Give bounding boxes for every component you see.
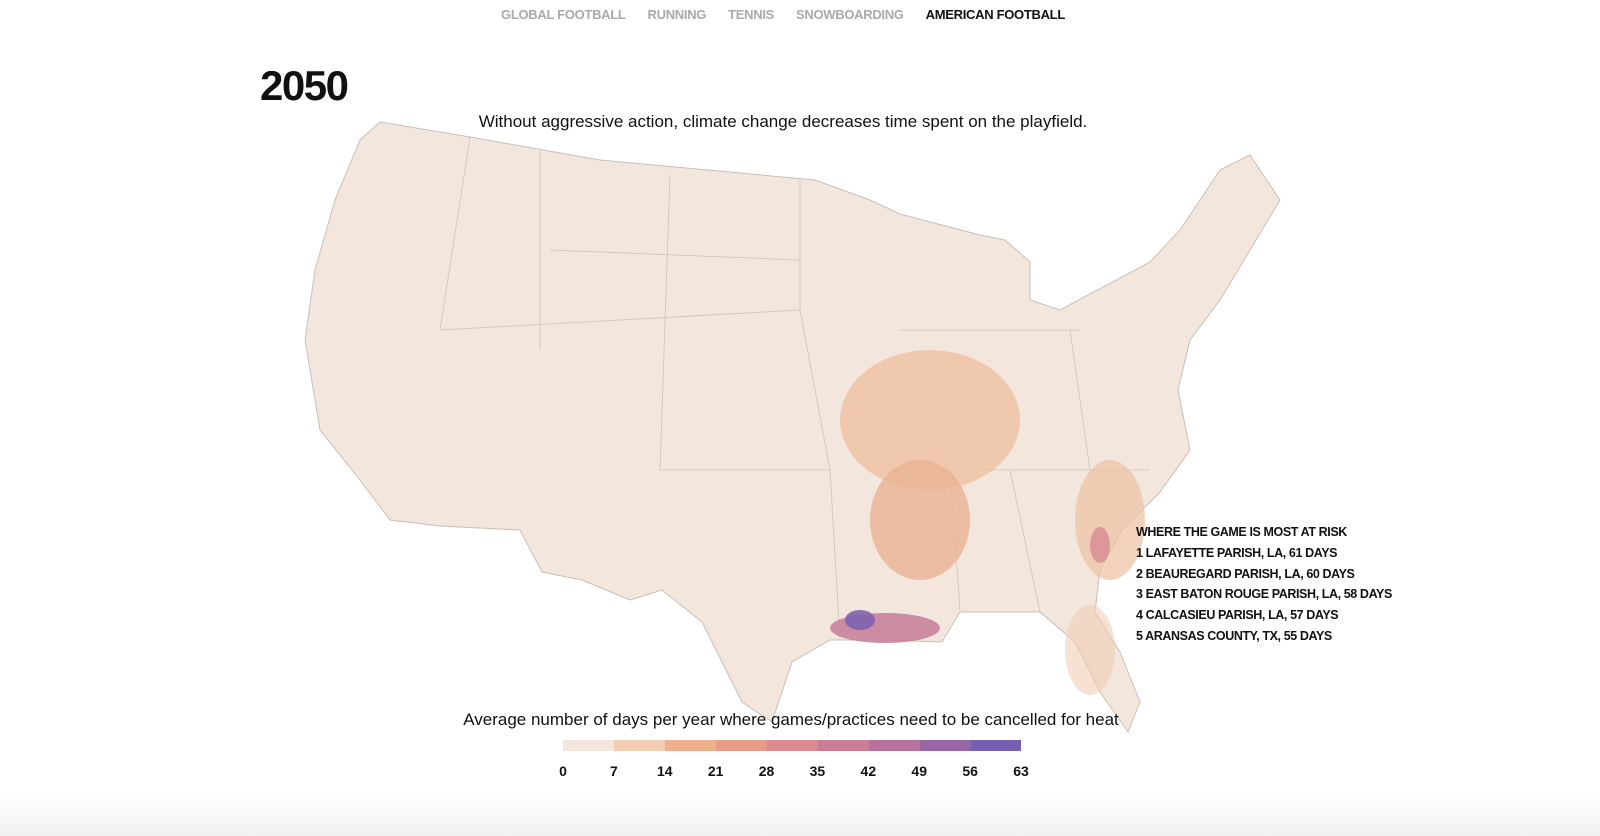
nav-item[interactable]: TENNIS [728,7,774,22]
nav-bar: GLOBAL FOOTBALL RUNNING TENNIS SNOWBOARDING… [0,7,1566,22]
year-heading: 2050 [260,62,349,109]
heat-hotspots [830,350,1145,695]
nav-item[interactable]: AMERICAN FOOTBALL [925,7,1066,22]
risk-list: WHERE THE GAME IS MOST AT RISK 1 LAFAYET… [1136,522,1392,647]
risk-item: 3 EAST BATON ROUGE PARISH, LA, 58 DAYS [1136,587,1392,602]
bottom-fade [0,796,1600,836]
nav-item[interactable]: RUNNING [647,7,707,22]
risk-item: 5 ARANSAS COUNTY, TX, 55 DAYS [1136,628,1332,643]
us-outline [304,121,1281,734]
risk-item: 4 CALCASIEU PARISH, LA, 57 DAYS [1136,608,1339,623]
legend-title: Average number of days per year where ga… [463,710,1119,729]
nav-item[interactable]: SNOWBOARDING [796,7,904,22]
risk-title: WHERE THE GAME IS MOST AT RISK [1136,525,1347,539]
risk-item: 1 LAFAYETTE PARISH, LA, 61 DAYS [1136,545,1338,560]
risk-item: 2 BEAUREGARD PARISH, LA, 60 DAYS [1136,566,1355,581]
subtitle: Without aggressive action, climate chang… [478,112,1088,131]
nav-item[interactable]: GLOBAL FOOTBALL [501,7,626,22]
